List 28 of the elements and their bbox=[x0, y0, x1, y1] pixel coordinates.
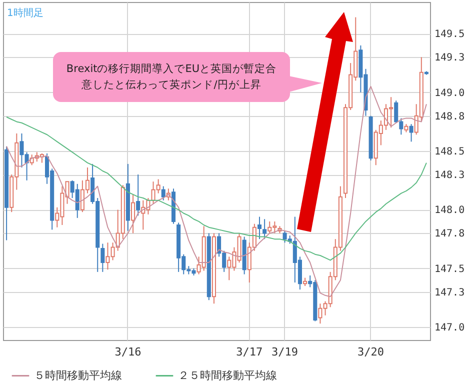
candlestick bbox=[136, 174, 140, 216]
x-tick-label: 3/16 bbox=[114, 346, 142, 358]
y-tick-label: 147.5 bbox=[434, 264, 465, 275]
legend-label: ５時間移動平均線 bbox=[34, 368, 122, 382]
candlestick bbox=[409, 124, 414, 142]
candlestick bbox=[399, 118, 404, 136]
candlestick bbox=[131, 194, 136, 234]
y-tick-label: 148.5 bbox=[434, 146, 465, 158]
y-tick-label: 148.3 bbox=[434, 170, 465, 182]
y-tick-label: 149.3 bbox=[434, 52, 465, 64]
candlestick bbox=[257, 216, 262, 240]
candlestick bbox=[262, 218, 267, 240]
y-tick-label: 148.8 bbox=[434, 111, 465, 122]
annotation: Brexitの移行期間導入でEUと英国が暫定合意したと伝わって英ポンド/円が上昇 bbox=[53, 52, 290, 102]
candlestick bbox=[100, 243, 105, 272]
candlestick bbox=[394, 100, 398, 124]
y-tick-label: 149.0 bbox=[434, 88, 465, 99]
text: 1時間足 bbox=[7, 7, 44, 19]
x-tick-label: 3/20 bbox=[358, 346, 384, 358]
candlestick bbox=[161, 186, 166, 201]
y-tick-label: 149.5 bbox=[434, 29, 465, 40]
y-tick-label: 147.3 bbox=[434, 287, 465, 298]
x-tick-label: 3/19 bbox=[272, 346, 298, 358]
y-tick-label: 147.0 bbox=[434, 322, 465, 334]
legend-label: ２５時間移動平均線 bbox=[178, 368, 277, 382]
y-tick-label: 147.8 bbox=[434, 228, 465, 240]
y-tick-label: 148.0 bbox=[434, 205, 465, 216]
x-tick-label: 3/17 bbox=[236, 346, 263, 358]
